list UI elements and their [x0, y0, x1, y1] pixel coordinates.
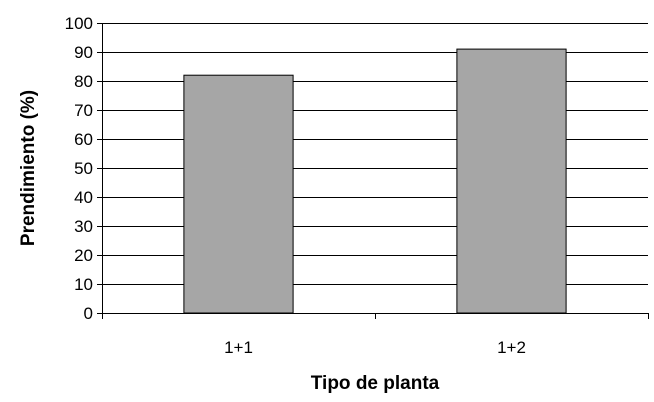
y-tick-label: 100 — [65, 14, 93, 33]
x-tick-label: 1+1 — [224, 338, 253, 357]
y-tick-label: 30 — [74, 217, 93, 236]
bar-1+1 — [183, 74, 294, 314]
x-tick-labels: 1+1 1+2 — [224, 338, 526, 357]
x-tick-label: 1+2 — [497, 338, 526, 357]
y-tick-label: 90 — [74, 43, 93, 62]
axes — [97, 23, 649, 319]
y-tick-labels: 0 10 20 30 40 50 60 70 80 90 100 — [65, 14, 93, 323]
y-tick-label: 40 — [74, 188, 93, 207]
y-tick-label: 50 — [74, 159, 93, 178]
y-tick-label: 10 — [74, 275, 93, 294]
y-tick-label: 80 — [74, 72, 93, 91]
x-axis-title: Tipo de planta — [311, 373, 440, 394]
y-tick-label: 60 — [74, 130, 93, 149]
bar-1+2 — [456, 48, 567, 314]
bars — [183, 48, 567, 314]
y-axis-title: Prendimiento (%) — [18, 90, 39, 246]
y-tick-label: 0 — [84, 304, 93, 323]
y-tick-label: 70 — [74, 101, 93, 120]
y-tick-label: 20 — [74, 246, 93, 265]
